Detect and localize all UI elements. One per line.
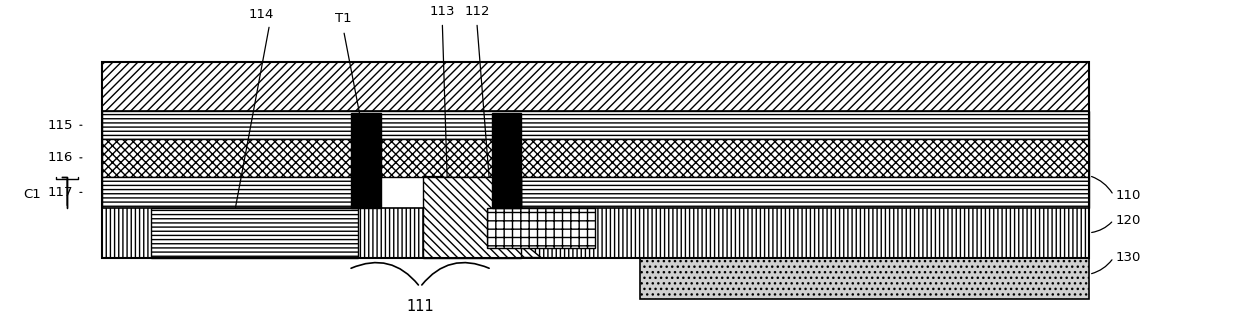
Text: 111b: 111b [401, 243, 435, 256]
Text: 114: 114 [249, 8, 274, 20]
Text: 110: 110 [1116, 189, 1141, 202]
Bar [521, 177, 1089, 208]
Polygon shape [423, 177, 541, 257]
Bar [102, 62, 1089, 112]
Bar [102, 112, 1089, 139]
Text: 117: 117 [47, 186, 73, 199]
Text: 116: 116 [47, 151, 73, 164]
Bar [102, 139, 1089, 177]
Bar [102, 177, 363, 208]
Bar [492, 114, 521, 208]
Bar [423, 177, 521, 257]
Text: 111a: 111a [335, 243, 368, 256]
Text: 111c: 111c [455, 243, 489, 256]
Text: 112: 112 [464, 5, 490, 17]
Bar [151, 208, 358, 257]
Bar [351, 114, 381, 208]
Text: 115: 115 [47, 119, 73, 132]
Bar [640, 257, 1089, 299]
Text: T1: T1 [335, 12, 352, 24]
Bar [102, 62, 1089, 257]
Text: 113: 113 [429, 5, 455, 17]
Text: C1: C1 [22, 188, 41, 201]
Bar [487, 208, 595, 248]
Bar [102, 208, 1089, 257]
Text: 130: 130 [1116, 251, 1141, 264]
Text: 111: 111 [407, 299, 434, 314]
Text: 120: 120 [1116, 214, 1141, 226]
